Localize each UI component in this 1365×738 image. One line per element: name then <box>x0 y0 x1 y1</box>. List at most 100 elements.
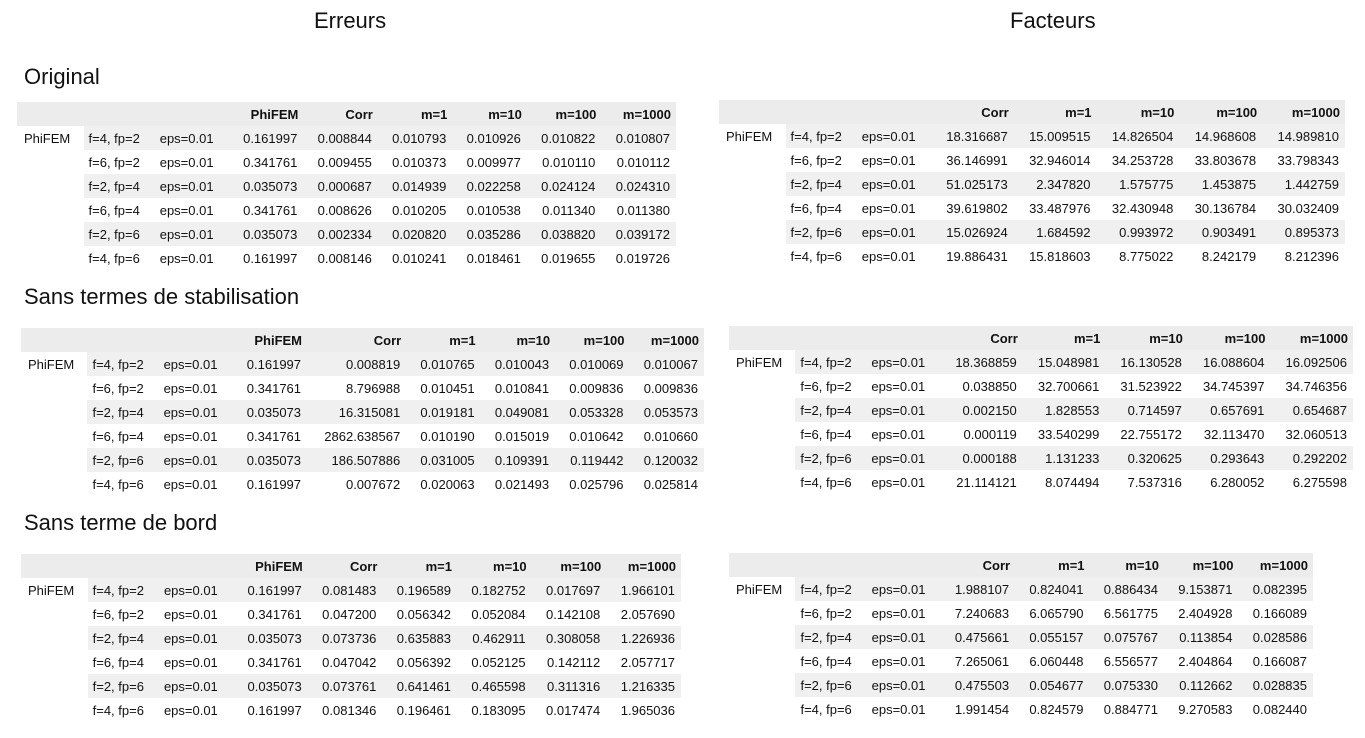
table-cell: 1.828553 <box>1022 398 1106 422</box>
table-header-row: PhiFEM Corr m=1 m=10 m=100 m=1000 <box>21 554 681 578</box>
table-cell: 39.619802 <box>946 200 1008 216</box>
table-cell: 6.275598 <box>1292 474 1347 490</box>
row-index-eps: eps=0.01 <box>158 400 233 424</box>
table-cell: 0.007672 <box>345 476 401 492</box>
table-cell: 0.053573 <box>629 400 704 424</box>
table-cell: 0.009836 <box>643 380 698 396</box>
table-cell: 0.641461 <box>382 674 458 698</box>
row-index-eps: eps=0.01 <box>163 654 218 670</box>
table-row: f=6, fp=4 eps=0.01 0.341761 0.047042 0.05639… <box>21 650 681 674</box>
row-index-eps: eps=0.01 <box>158 674 234 698</box>
table-row: f=6, fp=2 eps=0.01 0.341761 8.796988 0.01045… <box>21 376 704 400</box>
table-cell: 0.028586 <box>1238 625 1313 649</box>
row-index-eps: eps=0.01 <box>158 448 233 472</box>
table-cell: 15.818603 <box>1029 248 1091 264</box>
row-index-f: f=4, fp=6 <box>92 476 144 492</box>
table-cell: 0.019655 <box>541 250 596 266</box>
table-cell: 8.242179 <box>1201 248 1257 264</box>
row-index-eps: eps=0.01 <box>856 172 931 196</box>
row-index-f: f=2, fp=6 <box>87 674 159 698</box>
table-cell: 32.430948 <box>1111 200 1174 216</box>
table-cell: 0.000119 <box>963 426 1017 442</box>
table-cell: 0.039172 <box>601 222 676 246</box>
index-header-blank <box>21 328 87 352</box>
factors-column-title: Facteurs <box>1010 8 1096 33</box>
index-header-blank <box>155 102 229 126</box>
index-header-blank <box>857 100 931 124</box>
table-cell: 0.031005 <box>406 448 481 472</box>
table-cell: 0.311316 <box>531 674 607 698</box>
row-index-eps: eps=0.01 <box>154 126 229 150</box>
row-index-f: f=6, fp=2 <box>92 380 144 396</box>
table-row: f=2, fp=4 eps=0.01 0.035073 16.315081 0.0191… <box>21 400 704 424</box>
table-cell: 14.968608 <box>1179 124 1263 148</box>
table-cell: 0.292202 <box>1270 446 1353 470</box>
row-index-eps: eps=0.01 <box>871 701 926 717</box>
column-header: Corr <box>982 557 1011 573</box>
section-title-original: Original <box>24 64 100 89</box>
column-header: m=1 <box>449 332 476 348</box>
row-index-f: f=2, fp=4 <box>83 174 155 198</box>
table-cell: 0.196461 <box>396 702 452 718</box>
table-cell: 0.196589 <box>382 578 458 602</box>
table-cell: 1.216335 <box>606 674 681 698</box>
errors-column-title: Erreurs <box>314 8 387 33</box>
table-cell: 0.010793 <box>377 126 453 150</box>
table-cell: 0.035286 <box>452 222 527 246</box>
table-cell: 34.745397 <box>1202 378 1265 394</box>
table-cell: 1.965036 <box>620 702 675 718</box>
table-row: f=2, fp=4 eps=0.01 0.035073 0.073736 0.63588… <box>21 626 681 650</box>
row-index-eps: eps=0.01 <box>158 626 234 650</box>
table-row: f=6, fp=4 eps=0.01 0.341761 2862.638567 0.01… <box>21 424 704 448</box>
table-cell: 32.113470 <box>1203 426 1265 442</box>
table-cell: 15.009515 <box>1013 124 1097 148</box>
table-cell: 6.065790 <box>1029 605 1084 621</box>
row-index-eps: eps=0.01 <box>871 653 926 669</box>
row-index-eps: eps=0.01 <box>856 220 931 244</box>
table-row: f=6, fp=4 eps=0.01 0.000119 33.540299 22.755… <box>729 422 1353 446</box>
row-group-label: PhiFEM <box>726 129 773 144</box>
column-header: m=1000 <box>1291 104 1340 120</box>
table-cell: 0.017697 <box>531 578 607 602</box>
table-row: f=6, fp=2 eps=0.01 0.038850 32.700661 31.523… <box>729 374 1353 398</box>
table-cell: 0.055157 <box>1015 625 1090 649</box>
table-cell: 0.081346 <box>322 702 377 718</box>
table-cell: 0.884771 <box>1103 701 1158 717</box>
table-cell: 0.109391 <box>480 448 556 472</box>
table-cell: 0.120032 <box>629 448 704 472</box>
table-cell: 14.826504 <box>1096 124 1180 148</box>
table-row: f=6, fp=2 eps=0.01 7.240683 6.065790 6.56177… <box>729 601 1313 625</box>
row-index-f: f=4, fp=6 <box>800 701 852 717</box>
table-cell: 32.946014 <box>1029 152 1091 168</box>
table-cell: 0.010241 <box>392 250 447 266</box>
column-header: m=10 <box>493 558 527 574</box>
column-header: m=1000 <box>627 558 676 574</box>
table-cell: 6.556577 <box>1103 653 1158 669</box>
column-header: PhiFEM <box>250 106 299 122</box>
table-row: f=2, fp=6 eps=0.01 0.475503 0.054677 0.07533… <box>729 673 1313 697</box>
table-row: f=2, fp=4 eps=0.01 0.002150 1.828553 0.71459… <box>729 398 1353 422</box>
index-header-blank <box>729 326 795 350</box>
section-title-sans-stabilisation: Sans termes de stabilisation <box>24 284 300 309</box>
row-index-f: f=6, fp=2 <box>88 154 140 170</box>
table-cell: 0.010926 <box>452 126 527 150</box>
table-cell: 0.075767 <box>1089 625 1164 649</box>
table-cell: 0.010822 <box>526 126 602 150</box>
table-cell: 9.270583 <box>1178 701 1233 717</box>
table-cell: 0.462911 <box>457 626 532 650</box>
table-cell: 1.684592 <box>1013 220 1097 244</box>
table-header-row: PhiFEM Corr m=1 m=10 m=100 m=1000 <box>21 328 704 352</box>
table-row: f=2, fp=4 eps=0.01 0.035073 0.000687 0.01493… <box>17 174 676 198</box>
table-cell: 0.056342 <box>396 606 452 622</box>
row-index-eps: eps=0.01 <box>856 124 931 148</box>
table-cell: 36.146991 <box>946 152 1008 168</box>
row-index-f: f=2, fp=6 <box>795 673 867 697</box>
table-cell: 0.142112 <box>547 654 601 670</box>
row-index-eps: eps=0.01 <box>163 428 218 444</box>
table-cell: 8.074494 <box>1045 474 1100 490</box>
row-group-label: PhiFEM <box>28 583 75 598</box>
table-cell: 33.798343 <box>1277 152 1339 168</box>
table-cell: 1.575775 <box>1096 172 1180 196</box>
table-cell: 2.057717 <box>620 654 675 670</box>
table-row: f=4, fp=6 eps=0.01 0.161997 0.081346 0.19646… <box>21 698 681 722</box>
